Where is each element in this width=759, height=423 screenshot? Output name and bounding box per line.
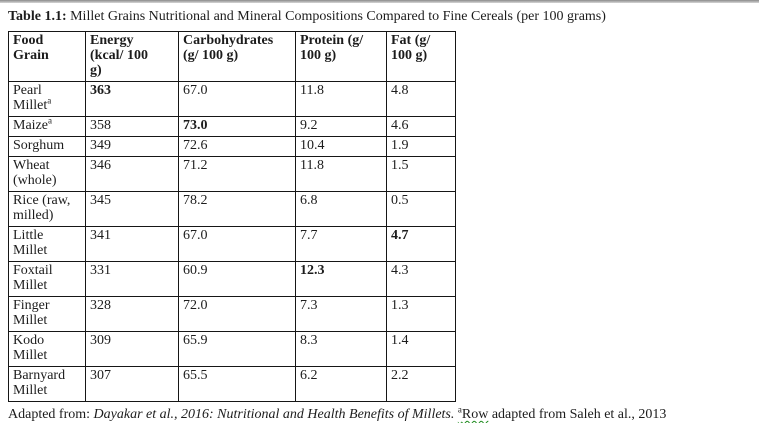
- fat-cell: 1.9: [386, 136, 456, 157]
- table-body: Pearl Milleta 363 67.0 11.8 4.8 Maizea 358 73.0…: [8, 81, 456, 402]
- carbs-cell: 65.9: [178, 331, 296, 367]
- energy-cell: 307: [85, 366, 179, 402]
- carbs-cell: 71.2: [178, 156, 296, 192]
- superscript-marker: a: [47, 116, 52, 126]
- protein-cell: 11.8: [295, 81, 387, 117]
- food-grain-cell: Foxtail Millet: [8, 261, 86, 297]
- footnote-spellcheck-word: aRow: [457, 404, 489, 422]
- food-grain-cell: Wheat (whole): [8, 156, 86, 192]
- food-grain-cell: Finger Millet: [8, 296, 86, 332]
- fat-cell: 0.5: [386, 191, 456, 227]
- fat-cell: 2.2: [386, 366, 456, 402]
- table-row: Little Millet 341 67.0 7.7 4.7: [8, 226, 456, 262]
- table-row: Rice (raw, milled) 345 78.2 6.8 0.5: [8, 191, 456, 227]
- table-row: Foxtail Millet 331 60.9 12.3 4.3: [8, 261, 456, 297]
- table-row: Sorghum 349 72.6 10.4 1.9: [8, 136, 456, 157]
- energy-cell: 345: [85, 191, 179, 227]
- protein-cell: 11.8: [295, 156, 387, 192]
- footnote-flagged-word: Row: [461, 407, 489, 422]
- protein-cell: 8.3: [295, 331, 387, 367]
- fat-cell: 1.4: [386, 331, 456, 367]
- fat-cell: 4.6: [386, 116, 456, 137]
- protein-cell: 12.3: [295, 261, 387, 297]
- carbs-cell: 78.2: [178, 191, 296, 227]
- column-header-protein: Protein (g/ 100 g): [295, 31, 387, 82]
- column-header-fat: Fat (g/ 100 g): [386, 31, 456, 82]
- fat-cell: 1.3: [386, 296, 456, 332]
- carbs-cell: 60.9: [178, 261, 296, 297]
- table-row: Pearl Milleta 363 67.0 11.8 4.8: [8, 81, 456, 117]
- footnote-superscript-marker: a: [457, 404, 462, 415]
- energy-cell: 341: [85, 226, 179, 262]
- energy-cell: 349: [85, 136, 179, 157]
- food-grain-cell: Little Millet: [8, 226, 86, 262]
- table-row: Maizea 358 73.0 9.2 4.6: [8, 116, 456, 137]
- food-grain-cell: Maizea: [8, 116, 86, 137]
- footnote-rest: adapted from Saleh et al., 2013: [488, 407, 667, 422]
- carbs-cell: 67.0: [178, 226, 296, 262]
- protein-cell: 10.4: [295, 136, 387, 157]
- window-top-edge: [0, 0, 759, 3]
- energy-cell: 328: [85, 296, 179, 332]
- table-row: Finger Millet 328 72.0 7.3 1.3: [8, 296, 456, 332]
- protein-cell: 7.3: [295, 296, 387, 332]
- footnote-source-citation: Dayakar et al., 2016: Nutritional and He…: [93, 407, 455, 422]
- carbs-cell: 72.0: [178, 296, 296, 332]
- food-grain-cell: Kodo Millet: [8, 331, 86, 367]
- energy-cell: 309: [85, 331, 179, 367]
- table-caption-text: Millet Grains Nutritional and Mineral Co…: [66, 9, 606, 24]
- table-caption: Table 1.1: Millet Grains Nutritional and…: [8, 8, 751, 26]
- protein-cell: 6.8: [295, 191, 387, 227]
- column-header-food-grain: Food Grain: [8, 31, 86, 82]
- column-header-energy: Energy (kcal/ 100 g): [85, 31, 179, 82]
- energy-cell: 363: [85, 81, 179, 117]
- food-grain-cell: Rice (raw, milled): [8, 191, 86, 227]
- carbs-cell: 67.0: [178, 81, 296, 117]
- food-grain-cell: Barnyard Millet: [8, 366, 86, 402]
- carbs-cell: 72.6: [178, 136, 296, 157]
- fat-cell: 4.8: [386, 81, 456, 117]
- column-header-carbohydrates: Carbohydrates (g/ 100 g): [178, 31, 296, 82]
- protein-cell: 7.7: [295, 226, 387, 262]
- superscript-marker: a: [47, 95, 52, 106]
- document-page: Table 1.1: Millet Grains Nutritional and…: [0, 3, 759, 423]
- protein-cell: 6.2: [295, 366, 387, 402]
- footnote: Adapted from: Dayakar et al., 2016: Nutr…: [8, 404, 751, 423]
- fat-cell: 4.7: [386, 226, 456, 262]
- table-row: Kodo Millet 309 65.9 8.3 1.4: [8, 331, 456, 367]
- carbs-cell: 65.5: [178, 366, 296, 402]
- table-caption-label: Table 1.1:: [8, 9, 67, 24]
- energy-cell: 346: [85, 156, 179, 192]
- table-header-row: Food Grain Energy (kcal/ 100 g) Carbohyd…: [8, 31, 456, 82]
- food-grain-cell: Pearl Milleta: [8, 81, 86, 117]
- protein-cell: 9.2: [295, 116, 387, 137]
- food-grain-cell: Sorghum: [8, 136, 86, 157]
- fat-cell: 1.5: [386, 156, 456, 192]
- energy-cell: 358: [85, 116, 179, 137]
- table-row: Wheat (whole) 346 71.2 11.8 1.5: [8, 156, 456, 192]
- footnote-prefix: Adapted from:: [8, 407, 94, 422]
- carbs-cell: 73.0: [178, 116, 296, 137]
- nutrition-table: Food Grain Energy (kcal/ 100 g) Carbohyd…: [8, 31, 456, 402]
- table-row: Barnyard Millet 307 65.5 6.2 2.2: [8, 366, 456, 402]
- energy-cell: 331: [85, 261, 179, 297]
- fat-cell: 4.3: [386, 261, 456, 297]
